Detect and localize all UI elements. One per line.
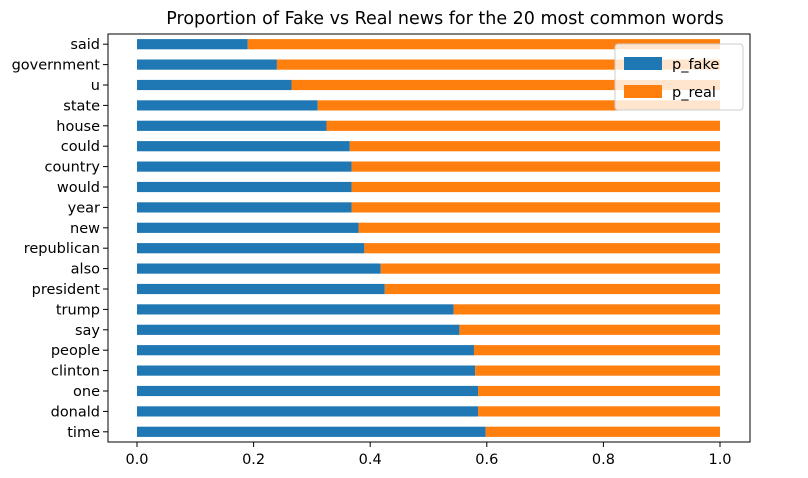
y-tick-label-people: people <box>51 343 100 359</box>
bar-p_fake-president <box>137 283 385 295</box>
y-tick-label-country: country <box>45 160 101 176</box>
bar-p_real-clinton <box>475 365 720 376</box>
bar-p_real-people <box>473 345 720 356</box>
bar-p_fake-people <box>137 345 474 356</box>
bar-p_fake-year <box>137 202 352 213</box>
bar-p_fake-clinton <box>137 365 476 376</box>
y-tick-label-u: u <box>91 78 100 94</box>
bar-p_real-house <box>326 120 720 131</box>
bar-p_fake-u <box>137 79 292 91</box>
bars-group <box>137 39 720 437</box>
bar-p_fake-state <box>137 100 318 111</box>
bar-p_fake-also <box>137 263 381 274</box>
y-tick-label-donald: donald <box>51 404 100 420</box>
y-tick-label-would: would <box>57 180 100 196</box>
bar-p_real-president <box>384 283 720 295</box>
y-tick-label-trump: trump <box>56 302 100 318</box>
bar-p_real-say <box>459 324 720 335</box>
chart-title: Proportion of Fake vs Real news for the … <box>166 9 723 29</box>
x-tick-label-0.4: 0.4 <box>359 452 382 468</box>
y-tick-label-also: also <box>71 262 100 278</box>
bar-p_real-government <box>276 59 720 70</box>
bar-p_real-could <box>349 141 720 152</box>
bar-p_real-donald <box>478 406 720 417</box>
bar-p_real-new <box>358 222 720 233</box>
y-tick-label-clinton: clinton <box>51 364 100 380</box>
y-tick-label-president: president <box>32 282 101 298</box>
bar-p_real-u <box>291 79 720 91</box>
bar-p_fake-trump <box>137 304 454 315</box>
y-tick-label-one: one <box>73 384 100 400</box>
y-tick-label-year: year <box>68 200 100 216</box>
y-tick-label-republican: republican <box>24 241 100 257</box>
y-tick-label-new: new <box>70 221 100 237</box>
y-tick-label-time: time <box>67 425 100 441</box>
plot-frame <box>107 33 751 443</box>
bar-p_fake-said <box>137 39 248 50</box>
legend-swatch-p_fake <box>624 57 662 70</box>
bar-p_real-also <box>380 263 720 274</box>
y-tick-label-state: state <box>63 98 100 114</box>
y-tick-label-house: house <box>56 119 100 135</box>
bar-p_real-trump <box>453 304 720 315</box>
axes-group: said government u state house could country wou… <box>12 33 751 468</box>
y-tick-label-government: government <box>12 58 101 74</box>
bar-p_fake-would <box>137 181 352 193</box>
bar-p_real-year <box>351 202 720 213</box>
x-tick-label-1.0: 1.0 <box>708 452 731 468</box>
bar-p_real-country <box>351 161 720 172</box>
bar-p_real-time <box>485 426 720 437</box>
bar-p_fake-house <box>137 120 327 131</box>
legend-swatch-p_real <box>624 85 662 98</box>
legend-label-p_fake: p_fake <box>672 57 719 73</box>
x-tick-label-0.8: 0.8 <box>592 452 615 468</box>
y-tick-label-could: could <box>61 139 100 155</box>
legend-label-p_real: p_real <box>672 85 716 101</box>
bar-p_fake-could <box>137 141 350 152</box>
bar-p_fake-one <box>137 385 479 397</box>
bar-p_fake-donald <box>137 406 479 417</box>
bar-p_real-one <box>478 385 720 397</box>
bar-p_real-would <box>351 181 720 193</box>
y-tick-label-said: said <box>70 37 100 53</box>
x-tick-label-0.0: 0.0 <box>125 452 148 468</box>
bar-p_fake-republican <box>137 243 365 254</box>
bar-p_fake-new <box>137 222 359 233</box>
bar-p_fake-say <box>137 324 460 335</box>
bar-p_real-said <box>247 39 720 50</box>
bar-p_real-state <box>317 100 720 111</box>
bar-p_fake-country <box>137 161 352 172</box>
bar-p_fake-government <box>137 59 277 70</box>
bar-p_real-republican <box>364 243 720 254</box>
x-tick-label-0.2: 0.2 <box>242 452 265 468</box>
x-tick-label-0.6: 0.6 <box>475 452 498 468</box>
y-tick-label-say: say <box>75 323 100 339</box>
legend: p_fake p_real <box>614 43 744 111</box>
bar-p_fake-time <box>137 426 486 437</box>
